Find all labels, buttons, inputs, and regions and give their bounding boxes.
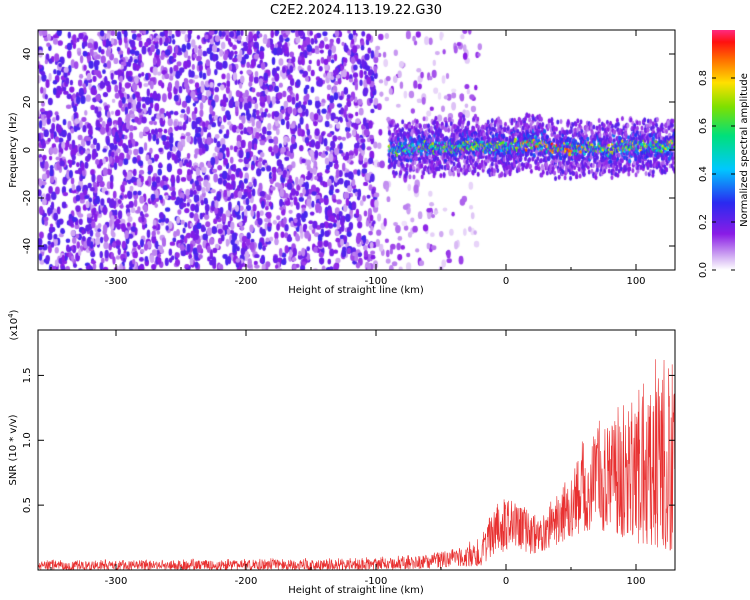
snr-y-multiplier: (x104) [7, 309, 20, 340]
colorbar-tick-label: 0.2 [698, 214, 709, 230]
snr-y-multiplier-prefix: (x10 [9, 318, 20, 341]
spectrogram-y-tick-label: 0 [22, 147, 33, 153]
snr-x-tick-label: 0 [503, 576, 509, 587]
snr-plot-frame [37, 329, 676, 571]
snr-y-axis-label: SNR (10 * v/v) [8, 414, 19, 485]
colorbar: 0.0 0.2 0.4 0.6 0.8 Normalized spectral ampl… [698, 30, 750, 278]
colorbar-tick-label: 0.4 [698, 166, 709, 182]
snr-y-tick-label: 0.5 [22, 497, 33, 513]
snr-y-multiplier-suffix: ) [9, 309, 20, 313]
spectrogram-x-axis-label: Height of straight line (km) [288, 285, 424, 296]
snr-x-tick-label: -100 [365, 576, 388, 587]
colorbar-ticks: 0.0 0.2 0.4 0.6 0.8 [698, 70, 735, 278]
spectrogram-y-tick-label: 40 [22, 48, 33, 61]
snr-plot-area [38, 359, 675, 570]
snr-x-axis-label: Height of straight line (km) [288, 585, 424, 596]
spectrogram-y-tick-label: -20 [22, 190, 33, 206]
snr-y-multiplier-exponent: 4 [7, 313, 15, 318]
spectrogram-x-tick-labels: -300 -200 -100 0 100 [105, 276, 646, 287]
spectrogram-x-tick-label: -200 [235, 276, 258, 287]
spectrogram-y-tick-label: 20 [22, 96, 33, 109]
spectrogram-heatmap [38, 30, 675, 270]
spectrogram-y-tick-labels: -40 -20 0 20 40 [22, 48, 33, 255]
spectrogram-x-tick-label: 100 [626, 276, 645, 287]
spectrogram-y-axis-label: Frequency (Hz) [8, 112, 19, 188]
snr-panel: -300 -200 -100 0 100 0.5 1.0 1.5 Height of str… [7, 309, 676, 596]
spectrogram-y-tick-label: -40 [22, 238, 33, 254]
colorbar-gradient [712, 30, 735, 270]
colorbar-tick-label: 0.8 [698, 70, 709, 86]
snr-series-trace [38, 359, 675, 570]
snr-x-tick-label: -300 [105, 576, 128, 587]
snr-x-tick-label: -200 [235, 576, 258, 587]
figure-title: C2E2.2024.113.19.22.G30 [270, 3, 442, 18]
snr-y-tick-label: 1.5 [22, 367, 33, 383]
spectrogram-x-tick-label: -100 [365, 276, 388, 287]
colorbar-tick-label: 0.0 [698, 262, 709, 278]
snr-x-tick-labels: -300 -200 -100 0 100 [105, 576, 646, 587]
snr-y-tick-label: 1.0 [22, 432, 33, 448]
snr-y-tick-labels: 0.5 1.0 1.5 [22, 367, 33, 513]
spectrogram-ticks [38, 30, 675, 270]
snr-x-tick-label: 100 [626, 576, 645, 587]
spectrogram-x-tick-label: -300 [105, 276, 128, 287]
colorbar-label: Normalized spectral amplitude [739, 73, 750, 227]
colorbar-tick-label: 0.6 [698, 118, 709, 134]
spectrogram-x-tick-label: 0 [503, 276, 509, 287]
snr-ticks [38, 330, 675, 570]
